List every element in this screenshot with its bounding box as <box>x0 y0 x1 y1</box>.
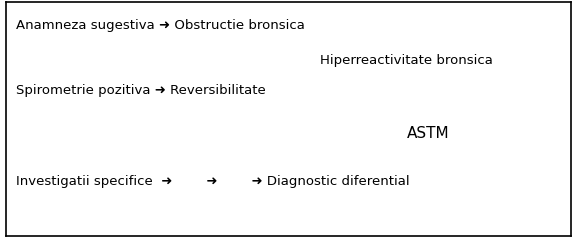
Text: Spirometrie pozitiva ➜ Reversibilitate: Spirometrie pozitiva ➜ Reversibilitate <box>16 84 265 97</box>
Text: Anamneza sugestiva ➜ Obstructie bronsica: Anamneza sugestiva ➜ Obstructie bronsica <box>16 19 305 32</box>
Text: Investigatii specifice  ➜        ➜        ➜ Diagnostic diferential: Investigatii specifice ➜ ➜ ➜ Diagnostic … <box>16 175 410 188</box>
Text: Hiperreactivitate bronsica: Hiperreactivitate bronsica <box>320 54 493 67</box>
Text: ASTM: ASTM <box>407 126 450 141</box>
